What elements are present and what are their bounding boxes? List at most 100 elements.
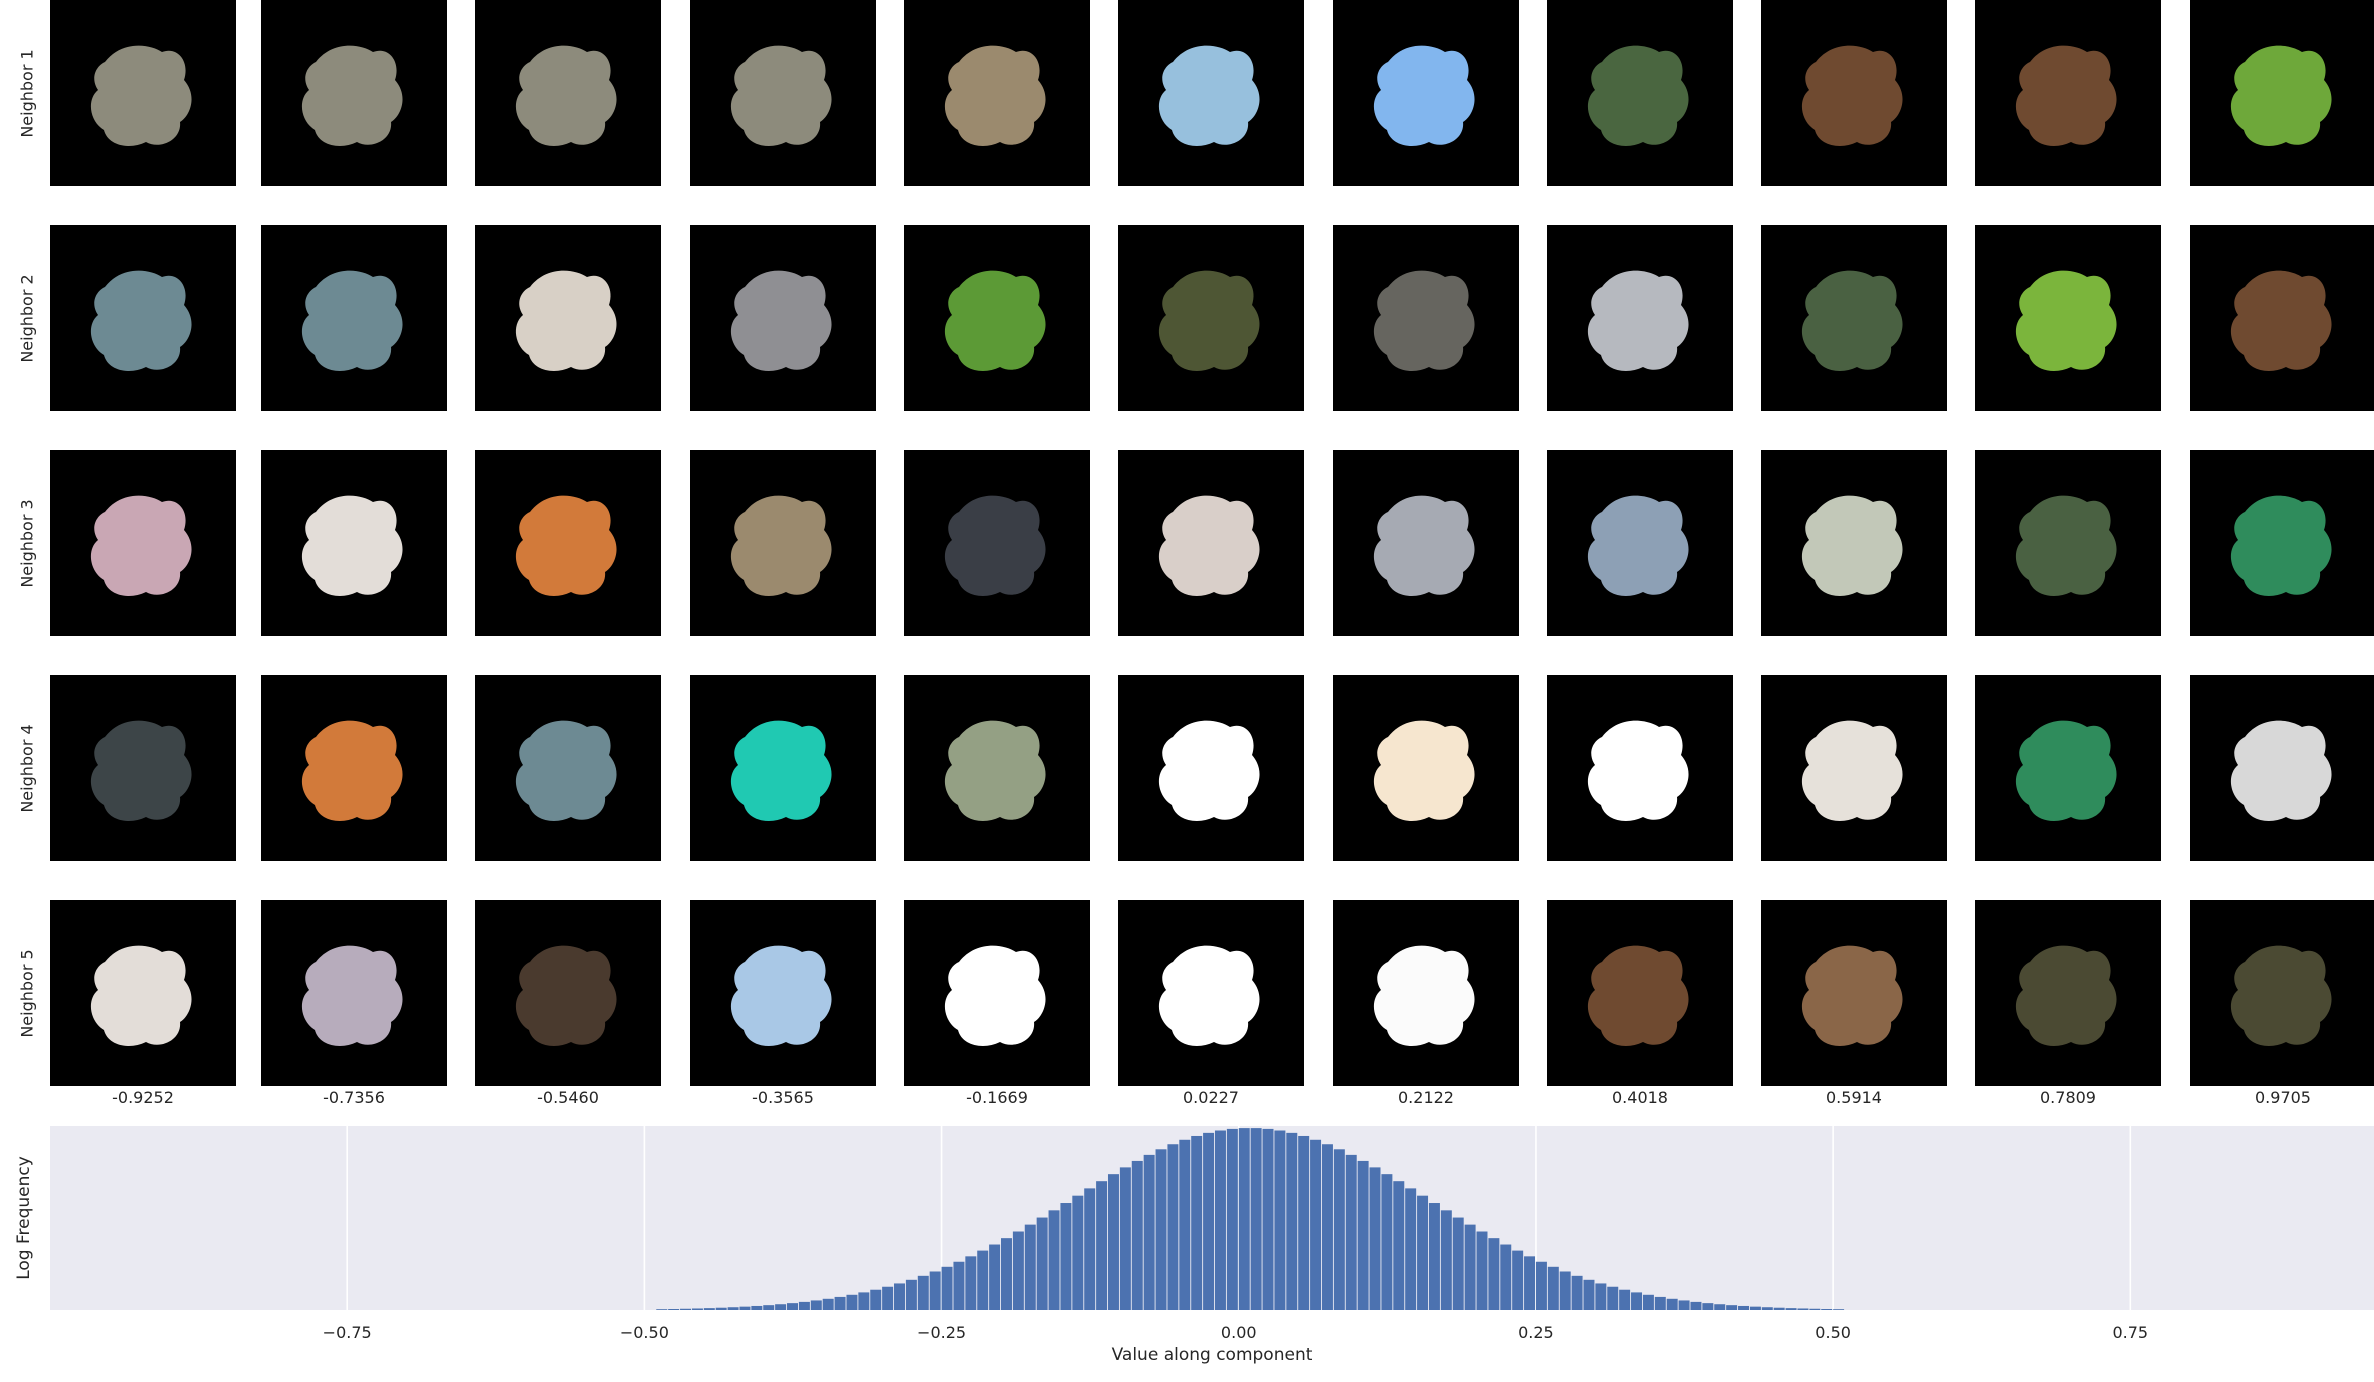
segment-blob xyxy=(2015,720,2117,821)
neighbor-image-r3-c3 xyxy=(475,450,661,636)
histogram-bar xyxy=(1535,1261,1547,1310)
histogram-bar xyxy=(1250,1128,1262,1310)
masked-segment-image xyxy=(301,945,403,1046)
x-tick-label: 0.75 xyxy=(2112,1323,2148,1342)
neighbor-image-r3-c2 xyxy=(261,450,447,636)
neighbor-image-r2-c11 xyxy=(2190,225,2374,411)
histogram-bar xyxy=(810,1300,822,1310)
segment-blob xyxy=(944,720,1046,821)
neighbor-image-r3-c5 xyxy=(904,450,1090,636)
segment-blob xyxy=(1373,720,1475,821)
histogram-bar xyxy=(1690,1301,1702,1310)
histogram-bar xyxy=(703,1308,715,1310)
histogram-bar xyxy=(1167,1144,1179,1310)
masked-segment-image xyxy=(2230,945,2332,1046)
column-value-label: -0.3565 xyxy=(752,1088,814,1107)
neighbor-image-r1-c8 xyxy=(1547,0,1733,186)
histogram-bar xyxy=(1345,1154,1357,1310)
neighbor-image-r1-c9 xyxy=(1761,0,1947,186)
neighbor-image-r1-c11 xyxy=(2190,0,2374,186)
segment-blob xyxy=(515,45,617,146)
masked-segment-image xyxy=(2230,45,2332,146)
segment-blob xyxy=(90,945,192,1046)
neighbor-image-r1-c2 xyxy=(261,0,447,186)
neighbor-image-r3-c1 xyxy=(50,450,236,636)
neighbor-image-r3-c9 xyxy=(1761,450,1947,636)
x-tick-label: 0.50 xyxy=(1815,1323,1851,1342)
masked-segment-image xyxy=(2015,270,2117,371)
neighbor-image-r4-c10 xyxy=(1975,675,2161,861)
masked-segment-image xyxy=(1158,945,1260,1046)
histogram-bar xyxy=(822,1298,834,1310)
histogram-bar xyxy=(1809,1308,1821,1310)
histogram-bar xyxy=(1726,1305,1738,1310)
histogram-bar xyxy=(668,1308,680,1310)
x-tick-label: −0.25 xyxy=(917,1323,966,1342)
masked-segment-image xyxy=(2015,495,2117,596)
masked-segment-image xyxy=(730,720,832,821)
masked-segment-image xyxy=(301,270,403,371)
histogram-bar xyxy=(715,1307,727,1310)
neighbor-image-r1-c7 xyxy=(1333,0,1519,186)
neighbor-image-r4-c8 xyxy=(1547,675,1733,861)
histogram-bar xyxy=(834,1296,846,1310)
histogram-bar xyxy=(977,1250,989,1310)
masked-segment-image xyxy=(90,495,192,596)
segment-blob xyxy=(2230,720,2332,821)
segment-blob xyxy=(2015,495,2117,596)
neighbor-image-r3-c6 xyxy=(1118,450,1304,636)
histogram-bar xyxy=(1310,1139,1322,1310)
masked-segment-image xyxy=(515,495,617,596)
masked-segment-image xyxy=(1801,495,1903,596)
histogram-bar xyxy=(1060,1203,1072,1310)
segment-blob xyxy=(301,495,403,596)
neighbor-image-r1-c1 xyxy=(50,0,236,186)
histogram-bar xyxy=(941,1266,953,1310)
segment-blob xyxy=(90,45,192,146)
segment-blob xyxy=(515,270,617,371)
segment-blob xyxy=(1587,45,1689,146)
segment-blob xyxy=(1158,45,1260,146)
neighbor-image-r5-c9 xyxy=(1761,900,1947,1086)
segment-blob xyxy=(301,945,403,1046)
histogram-panel: −0.75 −0.50 −0.25 0.00 0.25 0.50 0.75 Value al… xyxy=(14,1126,2374,1365)
row-label-neighbor-1: Neighbor 1 xyxy=(12,0,42,186)
histogram-bar xyxy=(775,1304,787,1310)
neighbor-image-r5-c5 xyxy=(904,900,1090,1086)
histogram-bar xyxy=(787,1303,799,1310)
segment-blob xyxy=(1801,945,1903,1046)
histogram-bar xyxy=(680,1308,692,1310)
masked-segment-image xyxy=(2015,45,2117,146)
x-tick-label: −0.75 xyxy=(323,1323,372,1342)
neighbor-image-r4-c3 xyxy=(475,675,661,861)
histogram-bar xyxy=(1405,1188,1417,1310)
masked-segment-image xyxy=(2230,270,2332,371)
row-label-neighbor-5: Neighbor 5 xyxy=(12,900,42,1086)
histogram-bar xyxy=(1298,1135,1310,1310)
histogram-bar xyxy=(1393,1181,1405,1310)
masked-segment-image xyxy=(944,270,1046,371)
histogram-bar xyxy=(1096,1181,1108,1310)
neighbor-image-r5-c2 xyxy=(261,900,447,1086)
neighbor-image-r2-c5 xyxy=(904,225,1090,411)
histogram-bar xyxy=(1761,1307,1773,1310)
neighbor-image-r4-c2 xyxy=(261,675,447,861)
histogram-bar xyxy=(1024,1224,1036,1310)
histogram-bar xyxy=(1417,1195,1429,1310)
x-tick-label: 0.25 xyxy=(1518,1323,1554,1342)
segment-blob xyxy=(1801,270,1903,371)
masked-segment-image xyxy=(730,270,832,371)
histogram-bar xyxy=(870,1289,882,1310)
row-label-text: Neighbor 5 xyxy=(17,948,37,1038)
histogram-bar xyxy=(1464,1224,1476,1310)
column-value-label: 0.2122 xyxy=(1398,1088,1454,1107)
masked-segment-image xyxy=(2015,720,2117,821)
histogram-bar xyxy=(1036,1217,1048,1310)
histogram-bar xyxy=(1785,1308,1797,1310)
histogram-bar xyxy=(1571,1275,1583,1310)
segment-blob xyxy=(1801,495,1903,596)
segment-blob xyxy=(1373,945,1475,1046)
masked-segment-image xyxy=(515,720,617,821)
masked-segment-image xyxy=(515,270,617,371)
histogram-bar xyxy=(1012,1231,1024,1310)
